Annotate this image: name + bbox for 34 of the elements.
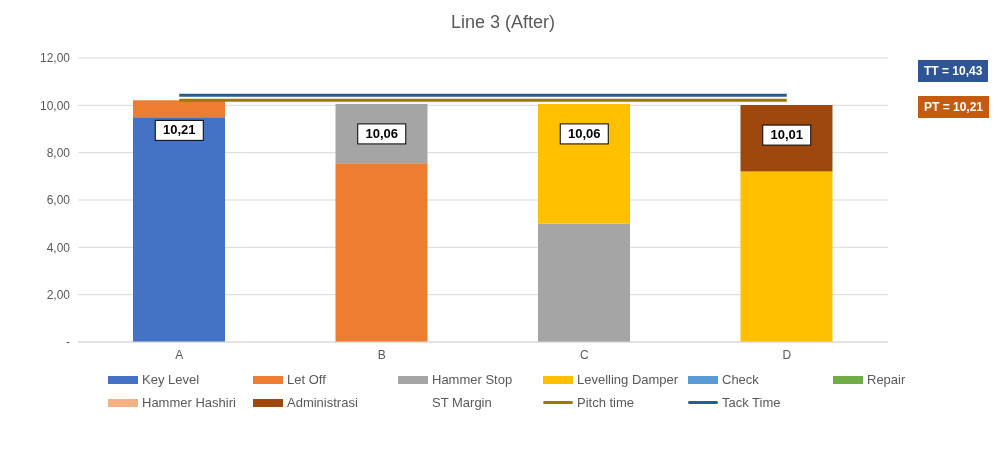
y-tick-label: 4,00 [46,240,71,255]
bar [538,223,630,342]
bar [740,171,833,342]
y-tick-label: - [66,335,70,350]
y-tick-label: 6,00 [46,193,71,208]
x-tick-label: A [175,347,184,362]
y-tick-label: 8,00 [46,145,71,160]
x-tick-label: B [377,347,386,362]
legend-label: Tack Time [722,395,781,410]
legend-label: Key Level [142,372,200,387]
legend-label: Let Off [287,372,326,387]
chart-title: Line 3 (After) [449,11,556,34]
y-tick-label: 12,00 [39,51,71,66]
text: PT = 10,21 [918,96,990,118]
legend-label: Hammer Stop [432,372,513,387]
total-label: 10,21 [162,122,196,138]
total-label: 10,06 [567,125,601,141]
total-label: 10,01 [770,127,804,143]
y-tick-label: 10,00 [39,98,71,113]
x-tick-label: D [782,347,792,362]
bar [335,163,428,342]
y-tick-label: 2,00 [46,287,71,302]
legend-label: Check [722,372,759,387]
text: TT = 10,43 [918,60,989,82]
text: ST Margin [432,395,492,410]
legend-label: Levelling Damper [577,372,679,387]
legend-label: Pitch time [577,395,635,410]
legend-label: Repair [867,372,906,387]
bar [133,117,225,342]
legend-label: Hammer Hashiri [142,395,236,410]
total-label: 10,06 [365,125,399,141]
legend-label: Administrasi [287,395,358,410]
bar [538,103,630,224]
x-tick-label: C [579,347,589,362]
